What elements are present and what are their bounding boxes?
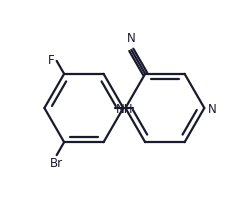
Text: N: N: [126, 32, 135, 45]
Text: Br: Br: [50, 157, 63, 170]
Text: F: F: [48, 54, 55, 67]
Text: N: N: [207, 103, 216, 116]
Text: NH: NH: [115, 103, 133, 116]
